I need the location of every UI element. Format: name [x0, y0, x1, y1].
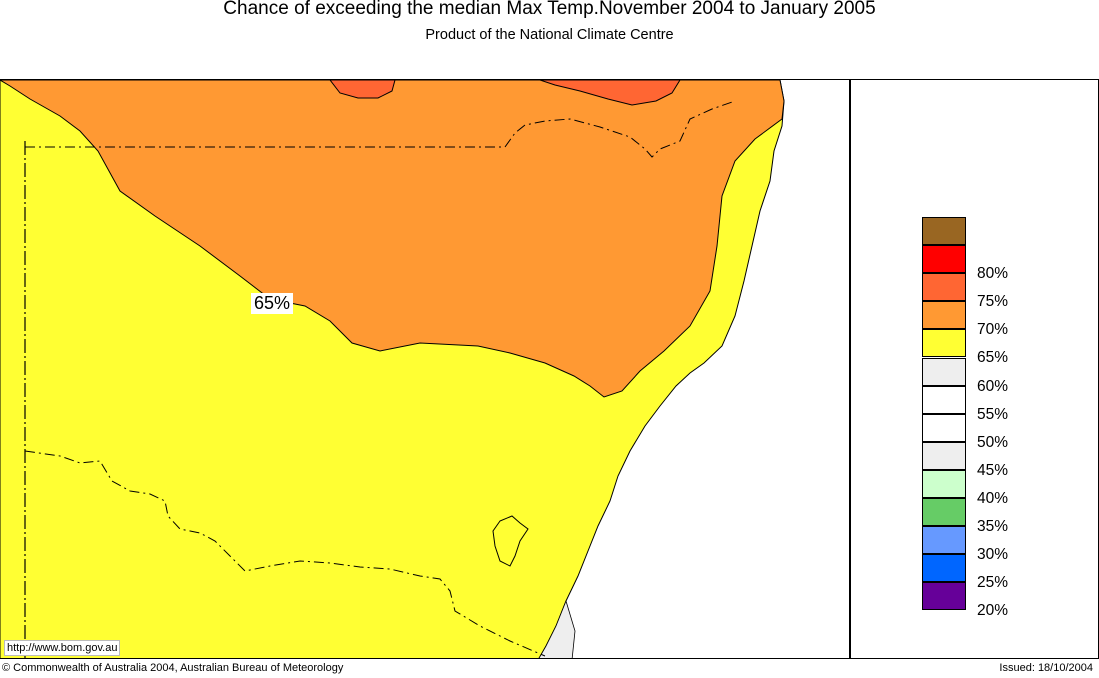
map-title: Chance of exceeding the median Max Temp.…	[223, 0, 876, 19]
legend-label: 35%	[977, 518, 1009, 535]
qld-nsw-border	[25, 100, 736, 158]
legend-swatch	[922, 413, 966, 442]
legend-swatch	[922, 526, 966, 555]
legend-label: 50%	[977, 433, 1009, 451]
legend-label: 45%	[977, 461, 1009, 479]
source-url[interactable]: http://www.bom.gov.au	[4, 640, 121, 656]
contour-label-65: 65%	[251, 293, 294, 314]
legend-swatch	[922, 582, 966, 611]
map-panel: 65%	[0, 79, 850, 659]
legend-label: 65%	[977, 349, 1009, 367]
legend-swatch	[922, 357, 966, 386]
copyright-text: © Commonwealth of Australia 2004, Austra…	[2, 662, 344, 674]
legend-swatch	[922, 245, 966, 274]
map-canvas	[0, 80, 785, 658]
legend-label: 70%	[977, 321, 1009, 339]
orange-region	[0, 80, 785, 398]
legend-swatch	[922, 554, 966, 583]
legend-swatch	[922, 301, 966, 330]
legend-panel	[850, 79, 1099, 659]
nsw-vic-border	[24, 450, 546, 657]
land-grey-region	[538, 599, 576, 658]
legend-swatch	[922, 498, 966, 526]
legend-label: 40%	[977, 489, 1009, 507]
legend-label: 80%	[977, 265, 1009, 283]
legend-label: 75%	[977, 293, 1009, 311]
legend-label: 55%	[977, 405, 1009, 423]
legend-swatch	[922, 273, 966, 302]
legend-swatch	[922, 217, 966, 245]
red-orange-region-west	[329, 80, 396, 99]
legend-label: 20%	[977, 602, 1009, 620]
act-outline	[492, 515, 529, 567]
legend-label: 25%	[977, 574, 1009, 592]
red-orange-region-east	[539, 80, 681, 106]
issued-date: Issued: 18/10/2004	[999, 662, 1093, 674]
legend-label: 30%	[977, 546, 1009, 564]
map-subtitle: Product of the National Climate Centre	[425, 27, 674, 43]
legend-label: 60%	[977, 377, 1009, 395]
legend-swatch	[922, 329, 966, 358]
legend-swatch	[922, 469, 966, 498]
legend-swatch	[922, 441, 966, 470]
legend-swatch	[922, 385, 966, 414]
